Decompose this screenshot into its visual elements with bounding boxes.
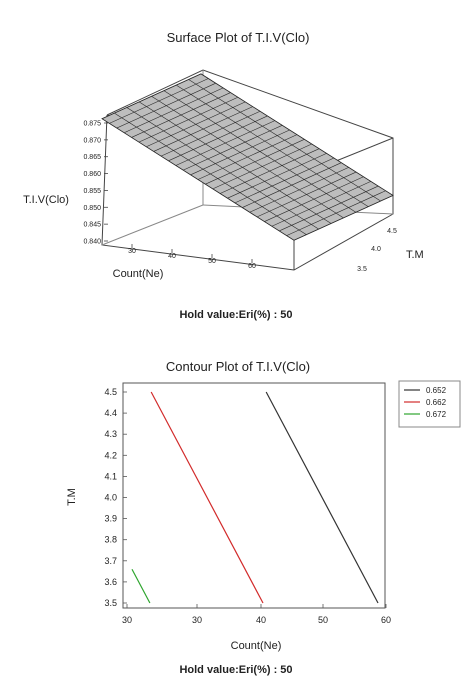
surface-z-tick-label: 0.865 bbox=[83, 154, 101, 161]
contour-y-label: T.M bbox=[66, 488, 78, 506]
surface-mesh-line bbox=[114, 112, 307, 235]
surface-z-tick-label: 0.855 bbox=[83, 188, 101, 195]
contour-x-label: Count(Ne) bbox=[231, 640, 282, 652]
contour-x-tick-label: 40 bbox=[256, 615, 266, 625]
surface-mesh-line bbox=[163, 90, 357, 213]
contour-plot-area bbox=[122, 382, 386, 609]
contour-line-0.672 bbox=[131, 568, 151, 604]
contour-line-0.662 bbox=[150, 391, 264, 604]
legend-label: 0.672 bbox=[426, 410, 447, 419]
surface-z-tick-label: 0.850 bbox=[83, 205, 101, 212]
contour-legend: 0.652 0.662 0.672 bbox=[404, 386, 447, 419]
surface-y-tick-label: 4.0 bbox=[371, 246, 381, 253]
contour-y-tick-label: 3.8 bbox=[104, 535, 117, 545]
contour-y-tick-label: 3.6 bbox=[104, 577, 117, 587]
surface-x-tick-label: 30 bbox=[128, 248, 136, 255]
contour-y-tick-label: 4.4 bbox=[104, 408, 117, 418]
surface-x-label: Count(Ne) bbox=[113, 268, 164, 280]
contour-y-tick-label: 4.2 bbox=[104, 450, 117, 460]
surface-z-ticks: 0.875 0.870 0.865 0.860 0.855 0.850 0.845 0.840 bbox=[83, 121, 108, 246]
legend-label: 0.662 bbox=[426, 398, 447, 407]
contour-legend-box bbox=[398, 380, 461, 428]
surface-mesh-line bbox=[138, 101, 332, 224]
surface-y-label: T.M bbox=[406, 249, 424, 261]
surface-x-tick-label: 60 bbox=[248, 263, 256, 270]
surface-plane bbox=[101, 73, 394, 241]
surface-mesh-line bbox=[176, 84, 369, 207]
contour-x-tick-label: 60 bbox=[381, 615, 391, 625]
contour-line-0.652 bbox=[265, 391, 379, 604]
contour-y-tick-label: 3.7 bbox=[104, 556, 117, 566]
surface-title: Surface Plot of T.I.V(Clo) bbox=[167, 30, 310, 45]
contour-x-tick-label: 30 bbox=[122, 615, 132, 625]
surface-y-tick-label: 3.5 bbox=[357, 266, 367, 273]
surface-z-tick-label: 0.870 bbox=[83, 137, 101, 144]
surface-x-ticks: 30 40 50 60 bbox=[128, 244, 256, 270]
surface-y-tick-label: 4.5 bbox=[387, 228, 397, 235]
surface-z-tick-label: 0.840 bbox=[83, 239, 101, 246]
surface-mesh-line bbox=[188, 79, 381, 202]
surface-mesh-line bbox=[101, 118, 295, 241]
surface-x-tick-label: 50 bbox=[208, 258, 216, 265]
surface-hold-value: Hold value:Eri(%) : 50 bbox=[179, 309, 292, 321]
contour-title: Contour Plot of T.I.V(Clo) bbox=[166, 359, 310, 374]
contour-x-tick-label: 30 bbox=[192, 615, 202, 625]
contour-y-tick-label: 4.1 bbox=[104, 471, 117, 481]
contour-x-tick-label: 50 bbox=[318, 615, 328, 625]
surface-mesh-line bbox=[200, 73, 394, 196]
surface-mesh-line bbox=[126, 107, 319, 230]
contour-y-tick-label: 4.5 bbox=[104, 387, 117, 397]
contour-y-tick-label: 4.0 bbox=[104, 493, 117, 503]
surface-z-tick-label: 0.860 bbox=[83, 171, 101, 178]
contour-x-ticks: 30 30 40 50 60 bbox=[122, 604, 391, 625]
surface-mesh-line bbox=[151, 96, 344, 219]
contour-y-tick-label: 4.3 bbox=[104, 429, 117, 439]
surface-z-tick-label: 0.845 bbox=[83, 222, 101, 229]
surface-y-ticks: 3.5 4.0 4.5 bbox=[357, 228, 397, 273]
contour-y-tick-label: 3.9 bbox=[104, 514, 117, 524]
contour-y-ticks: 4.5 4.4 4.3 4.2 4.1 4.0 3.9 3.8 3.7 3.6 3.5 bbox=[104, 387, 127, 608]
surface-z-label: T.I.V(Clo) bbox=[23, 194, 69, 206]
legend-label: 0.652 bbox=[426, 386, 447, 395]
contour-lines bbox=[131, 391, 379, 604]
contour-hold-value: Hold value:Eri(%) : 50 bbox=[179, 664, 292, 676]
contour-y-tick-label: 3.5 bbox=[104, 598, 117, 608]
surface-x-tick-label: 40 bbox=[168, 253, 176, 260]
surface-z-tick-label: 0.875 bbox=[83, 121, 101, 128]
